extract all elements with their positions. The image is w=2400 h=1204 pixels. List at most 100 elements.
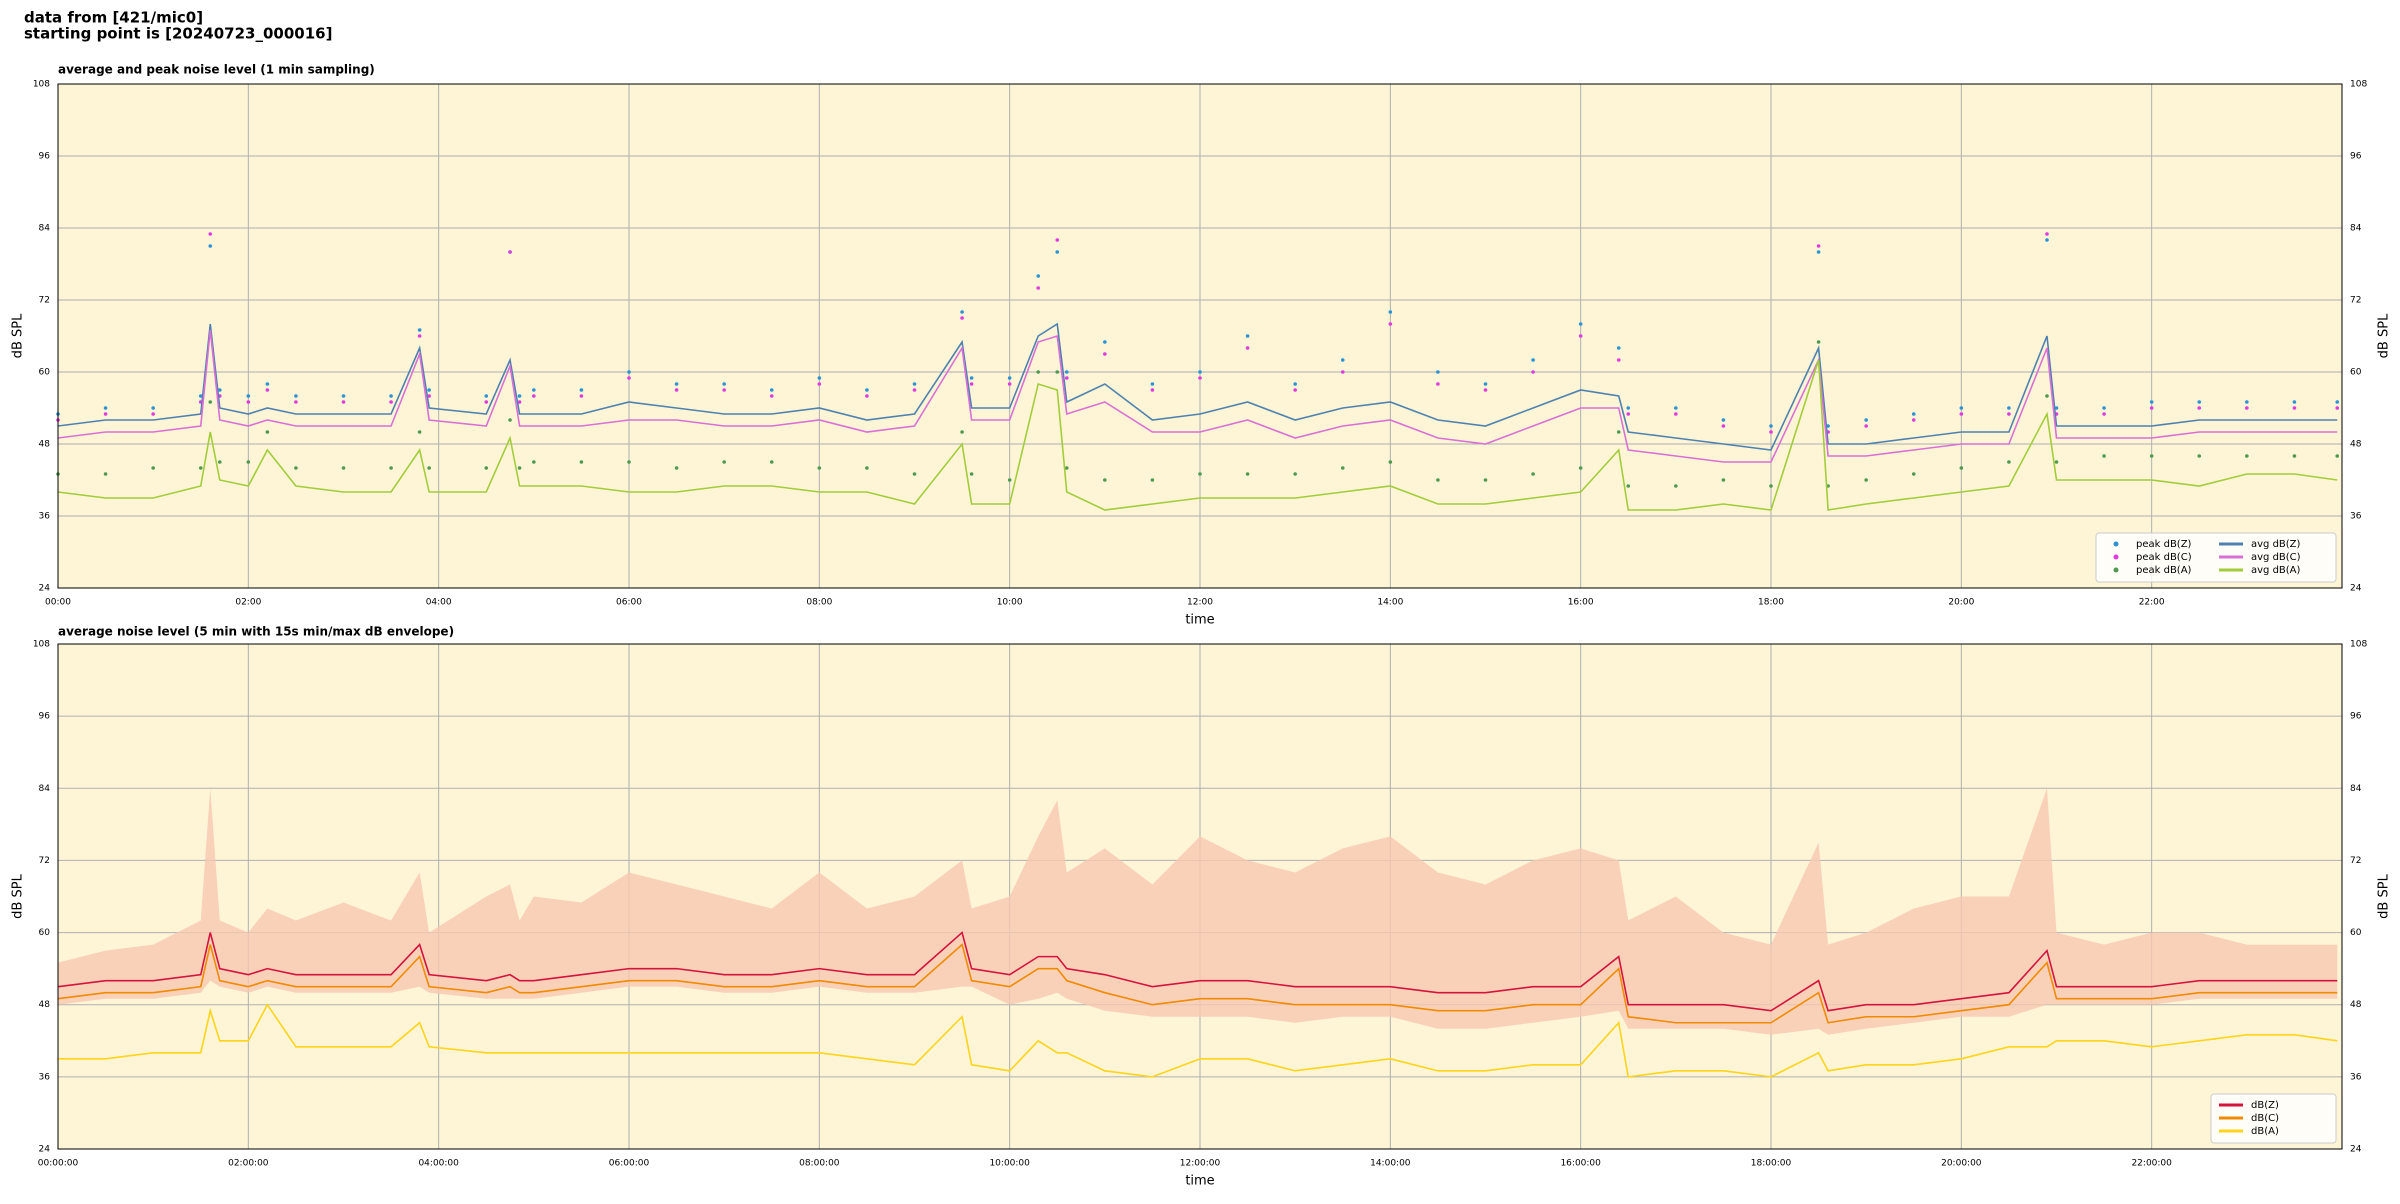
peak-point — [508, 418, 512, 422]
peak-point — [1340, 466, 1345, 470]
peak-point — [1578, 466, 1583, 470]
peak-point — [1769, 430, 1773, 434]
peak-point — [389, 394, 393, 398]
peak-point — [517, 466, 522, 470]
x-tick-label: 10:00 — [997, 598, 1023, 608]
peak-point — [817, 382, 822, 386]
peak-point — [1616, 430, 1621, 434]
peak-point — [151, 412, 155, 416]
x-tick-label: 02:00:00 — [228, 1159, 269, 1169]
peak-point — [1245, 334, 1250, 338]
legend-label: dB(A) — [2251, 1126, 2279, 1137]
legend-marker — [2113, 567, 2119, 573]
peak-point — [1616, 358, 1621, 362]
y2-axis-label: dB SPL — [2377, 873, 2392, 918]
peak-point — [2102, 406, 2106, 410]
x-tick-label: 00:00:00 — [38, 1159, 79, 1169]
y2-tick-label: 84 — [2350, 784, 2362, 794]
x-tick-label: 18:00 — [1758, 598, 1784, 608]
peak-point — [722, 388, 726, 392]
peak-point — [151, 466, 155, 470]
peak-point — [912, 382, 917, 386]
peak-point — [627, 376, 631, 380]
peak-point — [1959, 406, 1964, 410]
peak-point — [2007, 412, 2011, 416]
y-tick-label: 60 — [39, 928, 51, 938]
peak-point — [341, 394, 346, 398]
x-axis-label: time — [1185, 613, 1214, 628]
peak-point — [265, 382, 270, 386]
peak-point — [2335, 454, 2340, 458]
peak-point — [1483, 478, 1488, 482]
peak-point — [265, 388, 270, 392]
peak-point — [627, 370, 631, 374]
y2-tick-label: 48 — [2350, 1000, 2362, 1010]
peak-point — [674, 388, 679, 392]
peak-point — [1674, 484, 1678, 488]
peak-point — [341, 400, 346, 404]
x-tick-label: 14:00 — [1377, 598, 1403, 608]
y-tick-label: 24 — [39, 584, 51, 594]
peak-point — [1531, 472, 1535, 476]
peak-point — [1483, 388, 1488, 392]
peak-point — [1007, 376, 1012, 380]
y2-tick-label: 60 — [2350, 368, 2362, 378]
peak-point — [2335, 406, 2340, 410]
peak-point — [1340, 370, 1345, 374]
peak-point — [769, 388, 774, 392]
peak-point — [2054, 460, 2059, 464]
peak-point — [1626, 412, 1631, 416]
peak-point — [1245, 472, 1250, 476]
y-tick-label: 84 — [39, 784, 51, 794]
peak-point — [1816, 250, 1821, 254]
peak-point — [2149, 406, 2154, 410]
x-tick-label: 04:00 — [426, 598, 452, 608]
peak-point — [1769, 484, 1773, 488]
peak-point — [198, 394, 203, 398]
peak-point — [1674, 412, 1678, 416]
peak-point — [2102, 412, 2106, 416]
x-tick-label: 20:00 — [1948, 598, 1974, 608]
peak-point — [2197, 454, 2202, 458]
peak-point — [769, 394, 774, 398]
y-tick-label: 24 — [39, 1145, 51, 1155]
peak-point — [1103, 478, 1107, 482]
peak-point — [579, 394, 584, 398]
peak-point — [517, 400, 522, 404]
peak-point — [722, 382, 726, 386]
peak-point — [1198, 370, 1202, 374]
peak-point — [960, 430, 964, 434]
x-tick-label: 12:00:00 — [1180, 1159, 1221, 1169]
peak-point — [865, 466, 869, 470]
plot-frame — [57, 643, 2343, 1150]
peak-point — [1103, 340, 1107, 344]
peak-point — [508, 250, 512, 254]
legend-label: peak dB(Z) — [2136, 539, 2192, 550]
y-tick-label: 108 — [33, 80, 50, 90]
peak-point — [532, 394, 536, 398]
peak-point — [1616, 346, 1621, 350]
y-tick-label: 96 — [39, 152, 51, 162]
peak-point — [1293, 388, 1297, 392]
peak-point — [417, 430, 422, 434]
peak-point — [484, 466, 489, 470]
peak-point — [1626, 484, 1631, 488]
peak-point — [1626, 406, 1631, 410]
x-tick-label: 12:00 — [1187, 598, 1213, 608]
peak-point — [960, 310, 964, 314]
peak-point — [627, 460, 631, 464]
peak-point — [208, 244, 213, 248]
peak-point — [2045, 394, 2049, 398]
peak-point — [2292, 406, 2297, 410]
y-tick-label: 72 — [39, 856, 50, 866]
peak-point — [2045, 232, 2049, 236]
peak-point — [1531, 358, 1535, 362]
peak-point — [912, 472, 917, 476]
legend-box — [2095, 532, 2337, 583]
series-line — [57, 329, 2338, 463]
peak-point — [2245, 400, 2249, 404]
peak-point — [2149, 454, 2154, 458]
peak-point — [1340, 358, 1345, 362]
